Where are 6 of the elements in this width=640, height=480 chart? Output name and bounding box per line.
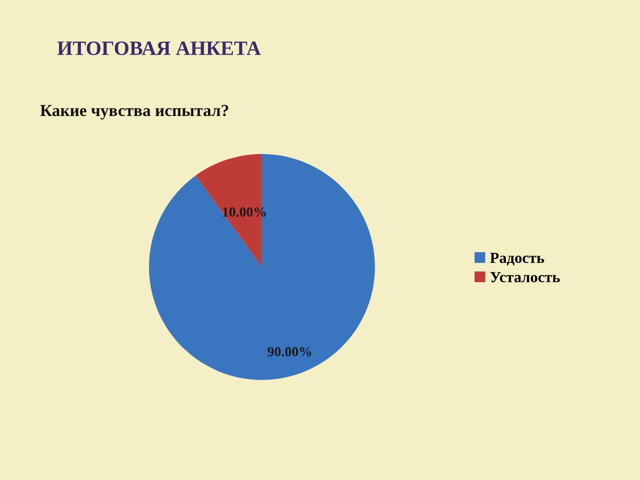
data-label: 90.00%: [268, 347, 312, 356]
chart-subtitle: Какие чувства испытал?: [40, 104, 228, 120]
legend-label: Усталость: [490, 272, 560, 282]
pie-slice: [148, 154, 375, 380]
legend-label: Радость: [490, 252, 544, 266]
chart-title: ИТОГОВАЯ АНКЕТА: [57, 42, 261, 56]
